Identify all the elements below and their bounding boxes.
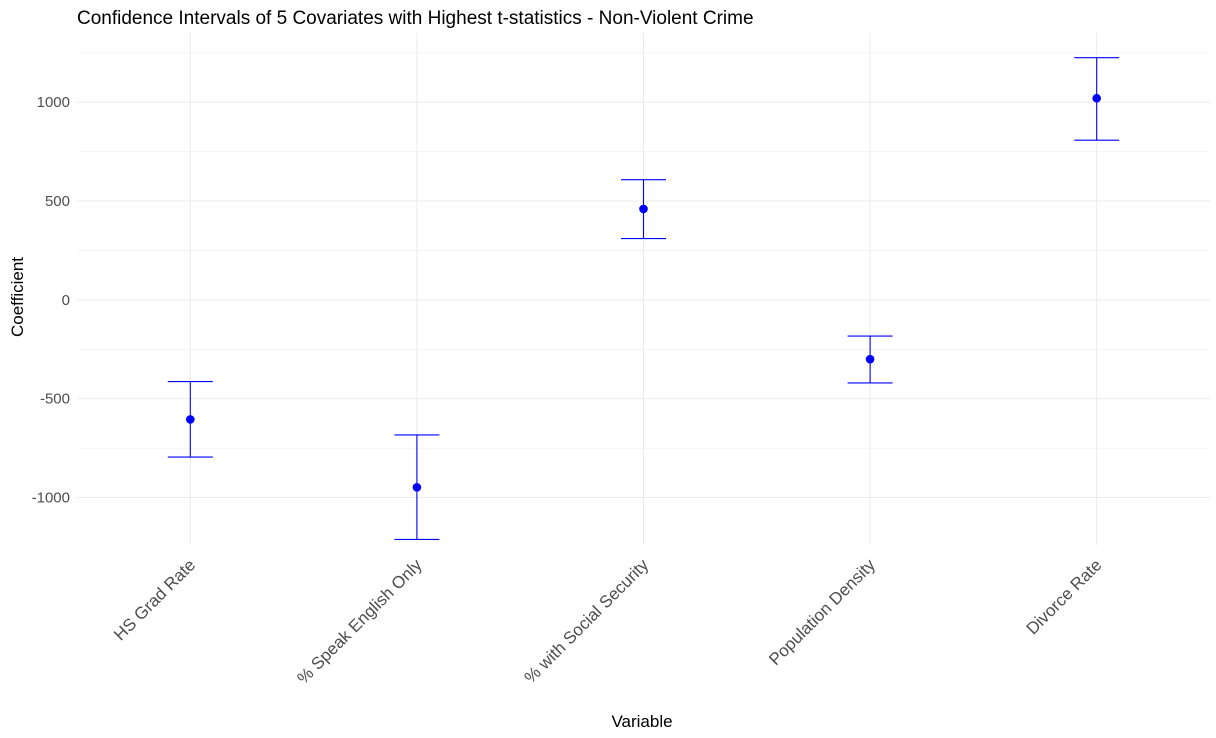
error-bars (167, 57, 1120, 541)
x-axis-title: Variable (611, 712, 672, 731)
chart-title: Confidence Intervals of 5 Covariates wit… (77, 8, 754, 29)
y-tick-label: -1000 (32, 490, 70, 507)
point-estimate (186, 415, 195, 424)
y-tick-label: 1000 (37, 94, 70, 111)
point-estimate (639, 204, 648, 214)
y-tick-label: -500 (40, 391, 70, 408)
grid (77, 33, 1210, 545)
point-estimate (412, 482, 422, 492)
point-estimate (865, 354, 875, 364)
y-tick-labels: -1000 -500 0 500 1000 (32, 94, 70, 506)
y-axis-title: Coefficient (8, 257, 27, 337)
y-tick-label: 0 (62, 292, 70, 309)
point-estimate (1092, 93, 1101, 103)
y-tick-label: 500 (45, 193, 70, 210)
